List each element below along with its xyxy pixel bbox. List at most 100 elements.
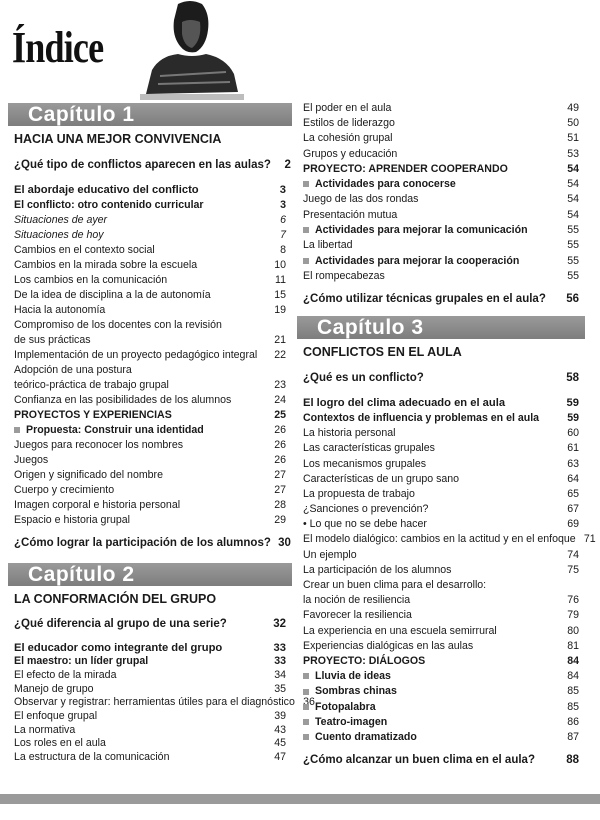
toc-entry-page: 49	[567, 101, 579, 114]
toc-entry-text-wrap: Adopción de una postura	[14, 364, 132, 376]
toc-entry-page: 33	[274, 655, 286, 668]
toc-entry[interactable]: La normativa 43	[8, 723, 292, 737]
toc-entry[interactable]: Contextos de influencia y problemas en e…	[297, 410, 585, 425]
toc-entry[interactable]: El modelo dialógico: cambios en la actit…	[297, 532, 596, 547]
toc-entry[interactable]: Cambios en la mirada sobre la escuela 10	[8, 257, 292, 272]
toc-entry[interactable]: Actividades para mejorar la cooperación 5…	[297, 253, 585, 268]
toc-entry[interactable]: Características de un grupo sano 64	[297, 471, 585, 486]
toc-entry[interactable]: Hacia la autonomía 19	[8, 302, 292, 317]
toc-entry[interactable]: Actividades para mejorar la comunicación…	[297, 222, 585, 237]
toc-entry[interactable]: Situaciones de ayer 6	[8, 212, 292, 227]
toc-entry[interactable]: la noción de resiliencia 76	[297, 593, 585, 608]
toc-entry[interactable]: Adopción de una postura	[8, 362, 292, 377]
toc-entry[interactable]: La propuesta de trabajo 65	[297, 486, 585, 501]
toc-entry-text-wrap: Compromiso de los docentes con la revisi…	[14, 319, 222, 331]
toc-entry[interactable]: La libertad 55	[297, 238, 585, 253]
toc-entry-title: Actividades para mejorar la cooperación	[315, 254, 520, 267]
toc-entry-text-wrap: La propuesta de trabajo	[303, 488, 415, 500]
toc-entry[interactable]: ¿Sanciones o prevención? 67	[297, 502, 585, 517]
toc-entry[interactable]: La estructura de la comunicación 47	[8, 750, 292, 764]
toc-entry-title: Estilos de liderazgo	[303, 116, 395, 129]
toc-entry[interactable]: Origen y significado del nombre 27	[8, 467, 292, 482]
toc-entry[interactable]: Espacio e historia grupal 29	[8, 512, 292, 527]
toc-entry[interactable]: De la idea de disciplina a la de autonom…	[8, 287, 292, 302]
toc-entry[interactable]: Implementación de un proyecto pedagógico…	[8, 347, 292, 362]
toc-entry[interactable]: El rompecabezas 55	[297, 268, 585, 283]
chapter-3-section: Capítulo 3 CONFLICTOS EN EL AULA ¿Qué es u…	[297, 316, 596, 778]
toc-entry-page: 56	[566, 293, 579, 306]
toc-entry[interactable]: ¿Cómo lograr la participación de los alu…	[8, 535, 292, 550]
toc-entry[interactable]: ¿Qué es un conflicto? 58	[297, 370, 585, 385]
toc-entry[interactable]: Crear un buen clima para el desarrollo:	[297, 577, 585, 592]
toc-entry-text-wrap: la noción de resiliencia	[303, 594, 410, 606]
toc-entry[interactable]: PROYECTOS Y EXPERIENCIAS 25	[8, 407, 292, 422]
toc-entry[interactable]: El abordaje educativo del conflicto 3	[8, 182, 292, 197]
toc-entry[interactable]: Manejo de grupo 35	[8, 682, 292, 696]
toc-entry-text-wrap: Cambios en la mirada sobre la escuela	[14, 259, 197, 271]
toc-entry[interactable]: Compromiso de los docentes con la revisi…	[8, 317, 292, 332]
toc-entry[interactable]: El conflicto: otro contenido curricular 3	[8, 197, 292, 212]
toc-entry[interactable]: Propuesta: Construir una identidad 26	[8, 422, 292, 437]
toc-entry[interactable]: Fotopalabra 85	[297, 699, 585, 714]
toc-entry[interactable]: Favorecer la resiliencia 79	[297, 608, 585, 623]
toc-entry[interactable]: PROYECTO: APRENDER COOPERANDO 54	[297, 161, 585, 176]
toc-entry[interactable]: Los mecanismos grupales 63	[297, 456, 585, 471]
toc-entry[interactable]: Situaciones de hoy 7	[8, 227, 292, 242]
toc-entry-page: 28	[274, 498, 286, 511]
toc-entry[interactable]: La historia personal 60	[297, 426, 585, 441]
toc-entry[interactable]: El enfoque grupal 39	[8, 709, 292, 723]
toc-entry[interactable]: Presentación mutua 54	[297, 207, 585, 222]
toc-entry[interactable]: de sus prácticas 21	[8, 332, 292, 347]
toc-entry[interactable]: El logro del clima adecuado en el aula 59	[297, 395, 585, 410]
toc-entry[interactable]: ¿Qué diferencia al grupo de una serie? 32	[8, 617, 292, 631]
toc-entry-text-wrap: La normativa	[14, 724, 75, 736]
toc-entry-title: Confianza en las posibilidades de los al…	[14, 393, 232, 406]
toc-entry[interactable]: Lluvia de ideas 84	[297, 669, 585, 684]
toc-entry[interactable]: Imagen corporal e historia personal 28	[8, 497, 292, 512]
chapter-2-continued-section: El poder en el aula 49 Estilos de liderazg…	[297, 100, 585, 317]
toc-entry[interactable]: Juegos para reconocer los nombres 26	[8, 437, 292, 452]
toc-entry[interactable]: El maestro: un líder grupal 33	[8, 654, 292, 668]
toc-entry-page: 39	[274, 709, 286, 722]
chapter-subtitle: CONFLICTOS EN EL AULA	[303, 345, 462, 359]
toc-entry[interactable]: Grupos y educación 53	[297, 146, 585, 161]
toc-entry[interactable]: • Lo que no se debe hacer 69	[297, 517, 585, 532]
toc-entry-page: 65	[567, 487, 579, 500]
toc-entry[interactable]: Juegos 26	[8, 452, 292, 467]
toc-entry-title: Situaciones de ayer	[14, 213, 108, 226]
toc-entry[interactable]: La participación de los alumnos 75	[297, 562, 585, 577]
toc-entry[interactable]: Cuerpo y crecimiento 27	[8, 482, 292, 497]
toc-entry-page: 86	[567, 715, 579, 728]
toc-entry[interactable]: Cambios en el contexto social 8	[8, 242, 292, 257]
chapter-1-section: Capítulo 1 HACIA UNA MEJOR CONVIVENCIA ¿Qu…	[8, 103, 292, 560]
toc-entry[interactable]: Cuento dramatizado 87	[297, 729, 585, 744]
toc-entry[interactable]: teórico-práctica de trabajo grupal 23	[8, 377, 292, 392]
toc-entry[interactable]: Experiencias dialógicas en las aulas 81	[297, 638, 585, 653]
toc-entry[interactable]: La experiencia en una escuela semirrural…	[297, 623, 585, 638]
page-title: Índice	[12, 23, 104, 72]
toc-entry[interactable]: PROYECTO: DIÁLOGOS 84	[297, 653, 585, 668]
toc-entry-text-wrap: Observar y registrar: herramientas útile…	[14, 696, 295, 708]
toc-entry-page: 54	[567, 208, 579, 221]
toc-entry[interactable]: Los roles en el aula 45	[8, 737, 292, 751]
toc-entry[interactable]: El efecto de la mirada 34	[8, 668, 292, 682]
toc-entry[interactable]: ¿Qué tipo de conflictos aparecen en las …	[8, 157, 292, 172]
toc-entry[interactable]: Observar y registrar: herramientas útile…	[8, 695, 315, 709]
toc-entry[interactable]: Las características grupales 61	[297, 441, 585, 456]
toc-entry[interactable]: ¿Cómo utilizar técnicas grupales en el a…	[297, 292, 585, 307]
toc-entry-page: 69	[567, 518, 579, 531]
toc-entry[interactable]: Los cambios en la comunicación 11	[8, 272, 292, 287]
toc-entry-title: ¿Sanciones o prevención?	[303, 503, 429, 516]
toc-entry[interactable]: Estilos de liderazgo 50	[297, 115, 585, 130]
toc-entry[interactable]: La cohesión grupal 51	[297, 131, 585, 146]
toc-entry[interactable]: Juego de las dos rondas 54	[297, 192, 585, 207]
toc-entry-page: 34	[274, 668, 286, 681]
toc-entry[interactable]: El poder en el aula 49	[297, 100, 585, 115]
toc-entry[interactable]: Actividades para conocerse 54	[297, 176, 585, 191]
toc-entry[interactable]: Sombras chinas 85	[297, 684, 585, 699]
toc-entry[interactable]: Confianza en las posibilidades de los al…	[8, 392, 292, 407]
toc-entry[interactable]: Teatro-imagen 86	[297, 714, 585, 729]
toc-entry[interactable]: ¿Cómo alcanzar un buen clima en el aula?…	[297, 753, 585, 768]
toc-entry[interactable]: El educador como integrante del grupo 33	[8, 641, 292, 655]
toc-entry[interactable]: Un ejemplo 74	[297, 547, 585, 562]
